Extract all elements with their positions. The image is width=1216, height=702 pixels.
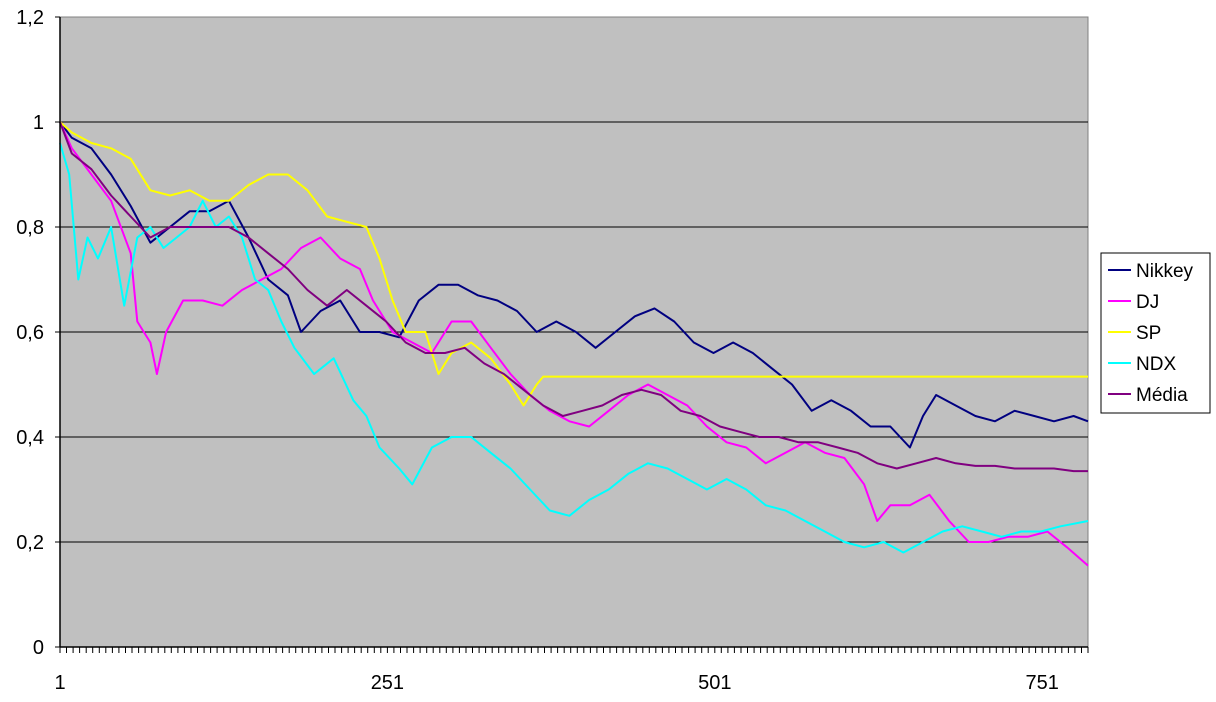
x-tick-label: 1	[54, 672, 65, 694]
y-tick-label: 0,2	[16, 532, 44, 554]
x-tick-label: 751	[1025, 672, 1058, 694]
y-tick-label: 0	[33, 637, 44, 659]
legend: Nikkey DJ SP NDX Média	[1100, 252, 1211, 414]
axes: 0 0,2 0,4 0,6 0,8 1 1,2 1 251 501 751	[16, 7, 1089, 694]
x-tick-label: 501	[698, 672, 731, 694]
y-tick-label: 0,6	[16, 322, 44, 344]
legend-label: NDX	[1136, 354, 1176, 375]
gridlines	[60, 121, 1088, 543]
x-tick-marks	[59, 647, 1089, 653]
y-tick-label: 0,4	[16, 427, 44, 449]
series-lines	[59, 121, 1089, 567]
x-tick-label: 251	[371, 672, 404, 694]
series-line-m-dia	[59, 121, 1088, 473]
legend-label: SP	[1136, 323, 1161, 344]
legend-label: Nikkey	[1136, 261, 1194, 282]
y-tick-label: 0,8	[16, 217, 44, 239]
legend-label: Média	[1136, 385, 1188, 406]
y-tick-label: 1,2	[16, 7, 44, 29]
legend-label: DJ	[1136, 292, 1159, 313]
series-line-ndx	[59, 142, 1089, 554]
y-tick-label: 1	[33, 112, 44, 134]
series-line-sp	[59, 121, 1088, 407]
